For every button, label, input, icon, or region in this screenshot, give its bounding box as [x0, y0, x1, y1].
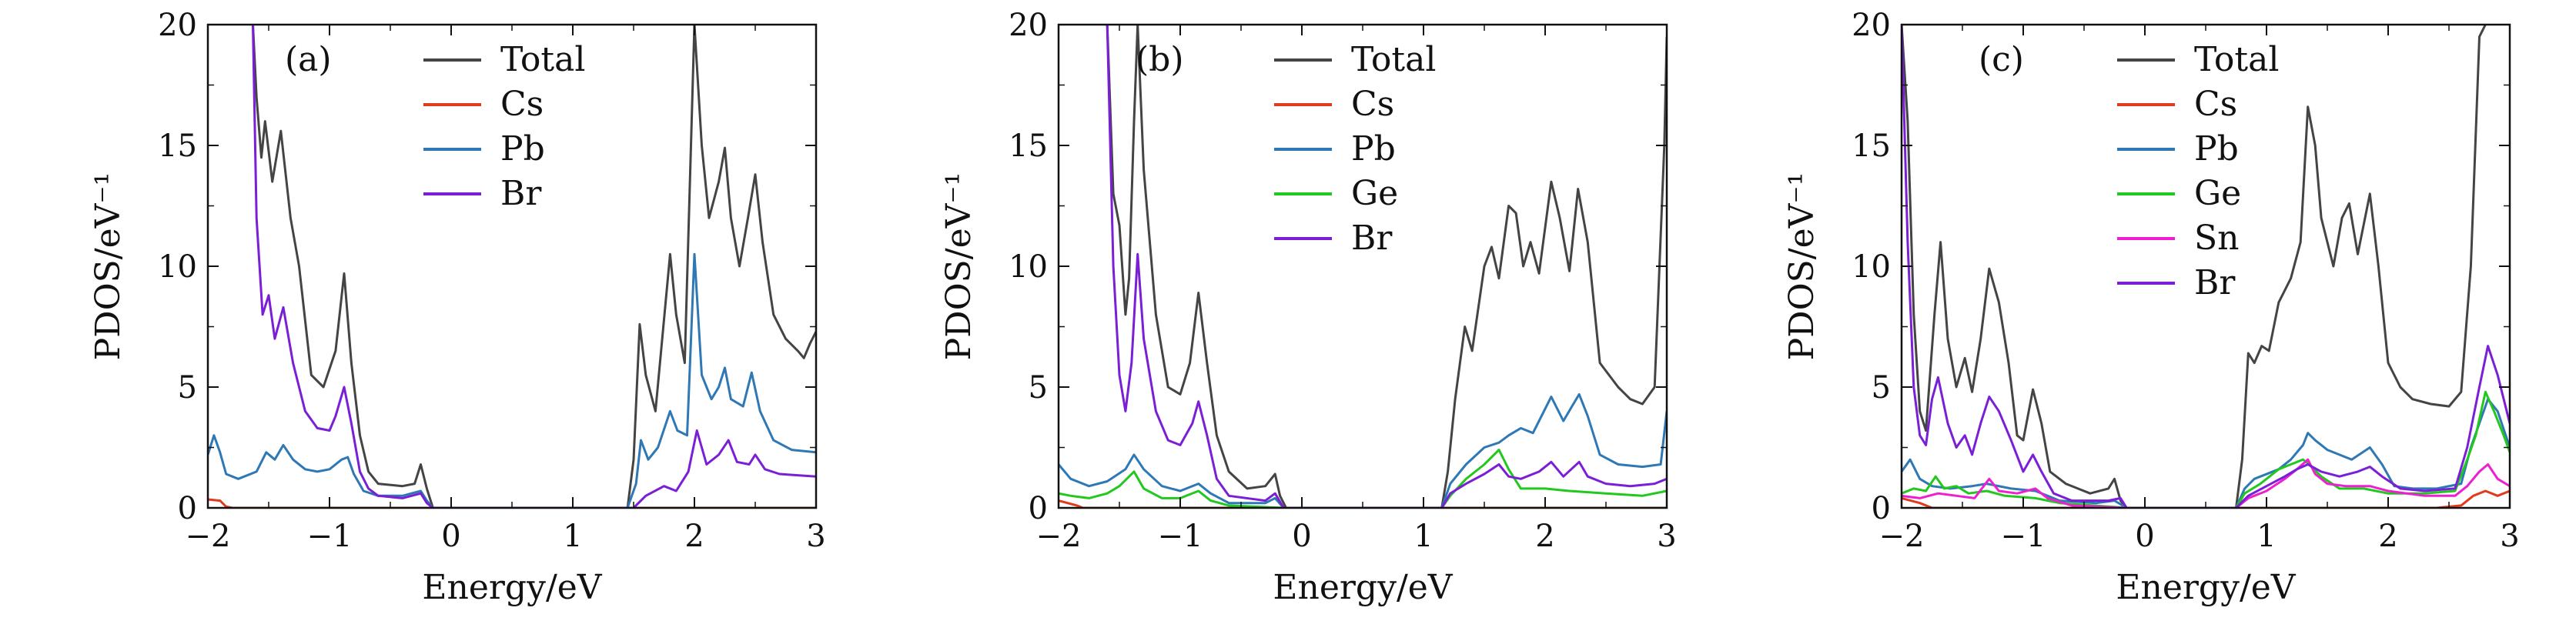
y-axis-label: PDOS/eV⁻¹ — [1782, 172, 1822, 361]
legend-label-br: Br — [2194, 263, 2236, 302]
legend-label-total: Total — [500, 40, 585, 79]
legend-label-cs: Cs — [500, 85, 544, 124]
x-tick-label: 3 — [806, 519, 825, 554]
series-line-ge — [1059, 449, 1667, 508]
x-tick-label: 2 — [1535, 519, 1554, 554]
y-axis-label: PDOS/eV⁻¹ — [939, 172, 979, 361]
x-tick-label: 1 — [2257, 519, 2276, 554]
series-line-cs — [1059, 499, 1667, 508]
series-line-cs — [1902, 489, 2510, 508]
x-tick-label: 3 — [1657, 519, 1676, 554]
x-tick-label: −1 — [2001, 519, 2046, 554]
series-line-cs — [208, 498, 816, 508]
legend-label-pb: Pb — [1351, 129, 1396, 169]
legend-label-pb: Pb — [500, 129, 545, 169]
x-tick-label: −1 — [307, 519, 353, 554]
series-line-total — [1902, 25, 2487, 508]
legend-label-total: Total — [2194, 40, 2279, 79]
series-line-br — [252, 25, 816, 508]
x-tick-label: 2 — [2378, 519, 2397, 554]
series-line-pb — [1059, 392, 1667, 508]
y-tick-label: 5 — [178, 370, 197, 406]
legend-label-br: Br — [500, 174, 542, 213]
panel-label: (c) — [1979, 40, 2024, 79]
x-tick-label: 1 — [563, 519, 582, 554]
series-line-ge — [1902, 390, 2510, 508]
legend: Total Cs Pb Br — [423, 40, 585, 213]
series-line-br — [1106, 25, 1667, 508]
x-tick-label: 2 — [684, 519, 704, 554]
y-tick-label: 20 — [1852, 8, 1891, 43]
y-tick-label: 20 — [1009, 8, 1048, 43]
legend-label-pb: Pb — [2194, 129, 2239, 169]
series-line-total — [252, 25, 816, 508]
y-tick-label: 15 — [1009, 129, 1048, 164]
x-tick-label: −2 — [1879, 519, 1925, 554]
legend-label-cs: Cs — [1351, 85, 1394, 124]
y-tick-label: 15 — [1852, 129, 1891, 164]
series-line-sn — [1902, 458, 2510, 508]
x-tick-label: 0 — [2135, 519, 2154, 554]
panel-label: (a) — [285, 40, 332, 79]
panel-label: (b) — [1136, 40, 1184, 79]
legend-label-cs: Cs — [2194, 85, 2237, 124]
y-tick-label: 15 — [158, 129, 197, 164]
y-tick-label: 10 — [1852, 249, 1891, 285]
x-tick-label: 0 — [441, 519, 460, 554]
series-line-total — [1106, 25, 1667, 508]
series-line-pb — [1902, 398, 2510, 508]
x-axis-label: Energy/eV — [1273, 568, 1453, 607]
series-line-br — [1902, 25, 2510, 508]
series-group — [208, 25, 816, 508]
x-tick-label: 1 — [1413, 519, 1433, 554]
x-axis-label: Energy/eV — [2116, 568, 2296, 607]
y-tick-label: 10 — [1009, 249, 1048, 285]
y-tick-label: 20 — [158, 8, 197, 43]
legend-label-br: Br — [1351, 219, 1393, 258]
legend-label-ge: Ge — [1351, 174, 1398, 213]
y-tick-label: 0 — [178, 491, 197, 526]
legend-label-sn: Sn — [2194, 219, 2239, 258]
x-tick-label: 3 — [2500, 519, 2519, 554]
series-line-pb — [208, 252, 816, 508]
panel-3: −2 −1 0 1 2 3 0 5 10 15 20 Energy/eV PDOS/eV⁻¹ (c) Tot… — [1782, 8, 2520, 607]
x-tick-label: 0 — [1292, 519, 1311, 554]
legend: Total Cs Pb Ge Br — [1274, 40, 1436, 258]
panel-2: −2 −1 0 1 2 3 0 5 10 15 20 Energy/eV PDOS/eV⁻¹ (b) Tot… — [939, 8, 1677, 607]
legend: Total Cs Pb Ge Sn Br — [2117, 40, 2279, 302]
y-tick-label: 10 — [158, 249, 197, 285]
series-group — [1902, 25, 2510, 508]
y-tick-label: 5 — [1029, 370, 1048, 406]
y-tick-label: 5 — [1872, 370, 1891, 406]
y-axis-label: PDOS/eV⁻¹ — [89, 172, 128, 361]
legend-label-total: Total — [1351, 40, 1436, 79]
y-tick-label: 0 — [1029, 491, 1048, 526]
x-tick-label: −2 — [1036, 519, 1082, 554]
legend-label-ge: Ge — [2194, 174, 2241, 213]
x-tick-label: −1 — [1158, 519, 1203, 554]
panel-1: −2 −1 0 1 2 3 0 5 10 15 20 Energy/eV PDOS/eV⁻¹ (a) Tot… — [89, 8, 826, 607]
x-axis-label: Energy/eV — [422, 568, 602, 607]
x-tick-label: −2 — [186, 519, 231, 554]
series-group — [1059, 25, 1667, 508]
y-tick-label: 0 — [1872, 491, 1891, 526]
